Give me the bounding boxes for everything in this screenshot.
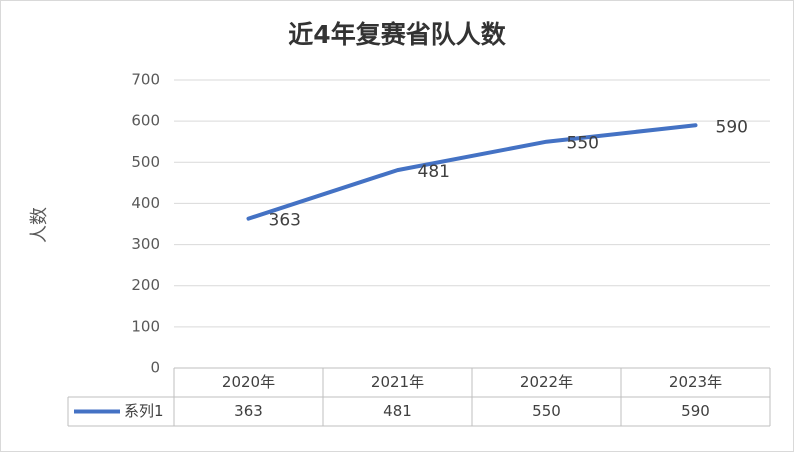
data-label: 590 <box>716 117 748 137</box>
x-tick-label: 2022年 <box>520 373 573 391</box>
y-tick-label: 400 <box>131 194 160 212</box>
y-tick-label: 300 <box>131 235 160 253</box>
data-label: 550 <box>567 134 599 154</box>
data-line <box>246 123 698 221</box>
legend-label: 系列1 <box>124 402 164 420</box>
data-label: 481 <box>418 162 450 182</box>
x-tick-label: 2021年 <box>371 373 424 391</box>
table-value: 481 <box>383 402 412 420</box>
y-tick-label: 100 <box>131 317 160 335</box>
chart-title: 近4年复赛省队人数 <box>288 20 506 49</box>
data-label: 363 <box>269 211 301 231</box>
y-tick-label: 700 <box>131 71 160 89</box>
table-value: 363 <box>234 402 263 420</box>
y-tick-label: 500 <box>131 153 160 171</box>
x-tick-label: 2023年 <box>669 373 722 391</box>
y-tick-label: 0 <box>150 359 160 377</box>
y-tick-label: 200 <box>131 276 160 294</box>
table-value: 550 <box>532 402 561 420</box>
y-tick-label: 600 <box>131 112 160 130</box>
table-value: 590 <box>681 402 710 420</box>
x-tick-label: 2020年 <box>222 373 275 391</box>
y-axis-label: 人数 <box>29 207 50 243</box>
